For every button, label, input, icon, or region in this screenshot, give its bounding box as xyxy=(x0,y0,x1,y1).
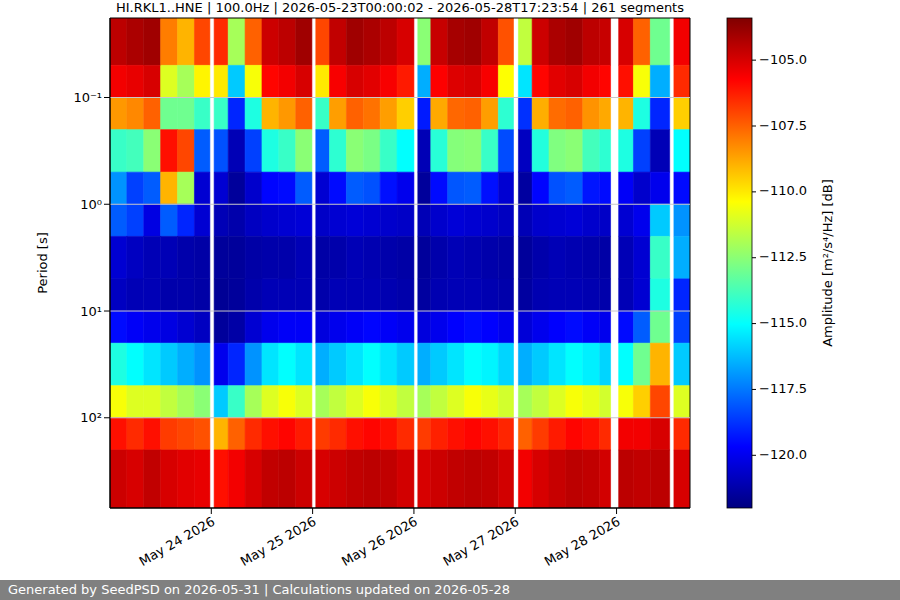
svg-text:Period [s]: Period [s] xyxy=(35,232,50,294)
svg-text:May 26 2026: May 26 2026 xyxy=(339,514,420,569)
svg-text:10⁰: 10⁰ xyxy=(80,197,102,212)
svg-text:−117.5: −117.5 xyxy=(759,381,807,396)
svg-text:−110.0: −110.0 xyxy=(759,183,807,198)
svg-text:−112.5: −112.5 xyxy=(759,249,807,264)
svg-text:−107.5: −107.5 xyxy=(759,118,807,133)
svg-text:May 24 2026: May 24 2026 xyxy=(137,514,218,569)
svg-text:May 27 2026: May 27 2026 xyxy=(440,514,521,569)
svg-text:May 25 2026: May 25 2026 xyxy=(238,514,319,569)
svg-text:Amplitude [m²/s⁴/Hz] [dB]: Amplitude [m²/s⁴/Hz] [dB] xyxy=(820,179,835,347)
html-text:HI.RKL1..HNE | 100.0Hz | 2026-: HI.RKL1..HNE | 100.0Hz | 2026-05-23T00:0… xyxy=(116,0,684,15)
svg-text:10¹: 10¹ xyxy=(80,304,102,319)
html-text:Generated by SeedPSD on 2026-0: Generated by SeedPSD on 2026-05-31 | Cal… xyxy=(8,582,510,597)
svg-text:May 28 2026: May 28 2026 xyxy=(542,514,623,569)
svg-text:10⁻¹: 10⁻¹ xyxy=(73,90,102,105)
svg-text:10²: 10² xyxy=(80,410,102,425)
svg-text:−120.0: −120.0 xyxy=(759,447,807,462)
svg-text:−105.0: −105.0 xyxy=(759,52,807,67)
svg-text:−115.0: −115.0 xyxy=(759,315,807,330)
